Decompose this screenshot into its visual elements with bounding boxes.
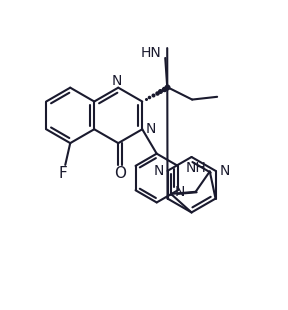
Text: O: O bbox=[114, 166, 126, 181]
Text: N: N bbox=[154, 164, 164, 178]
Text: N: N bbox=[175, 185, 185, 199]
Text: N: N bbox=[219, 164, 230, 178]
Text: F: F bbox=[59, 166, 68, 181]
Text: NH: NH bbox=[185, 162, 206, 175]
Text: HN: HN bbox=[141, 46, 162, 60]
Text: N: N bbox=[112, 74, 122, 88]
Text: N: N bbox=[146, 122, 156, 136]
